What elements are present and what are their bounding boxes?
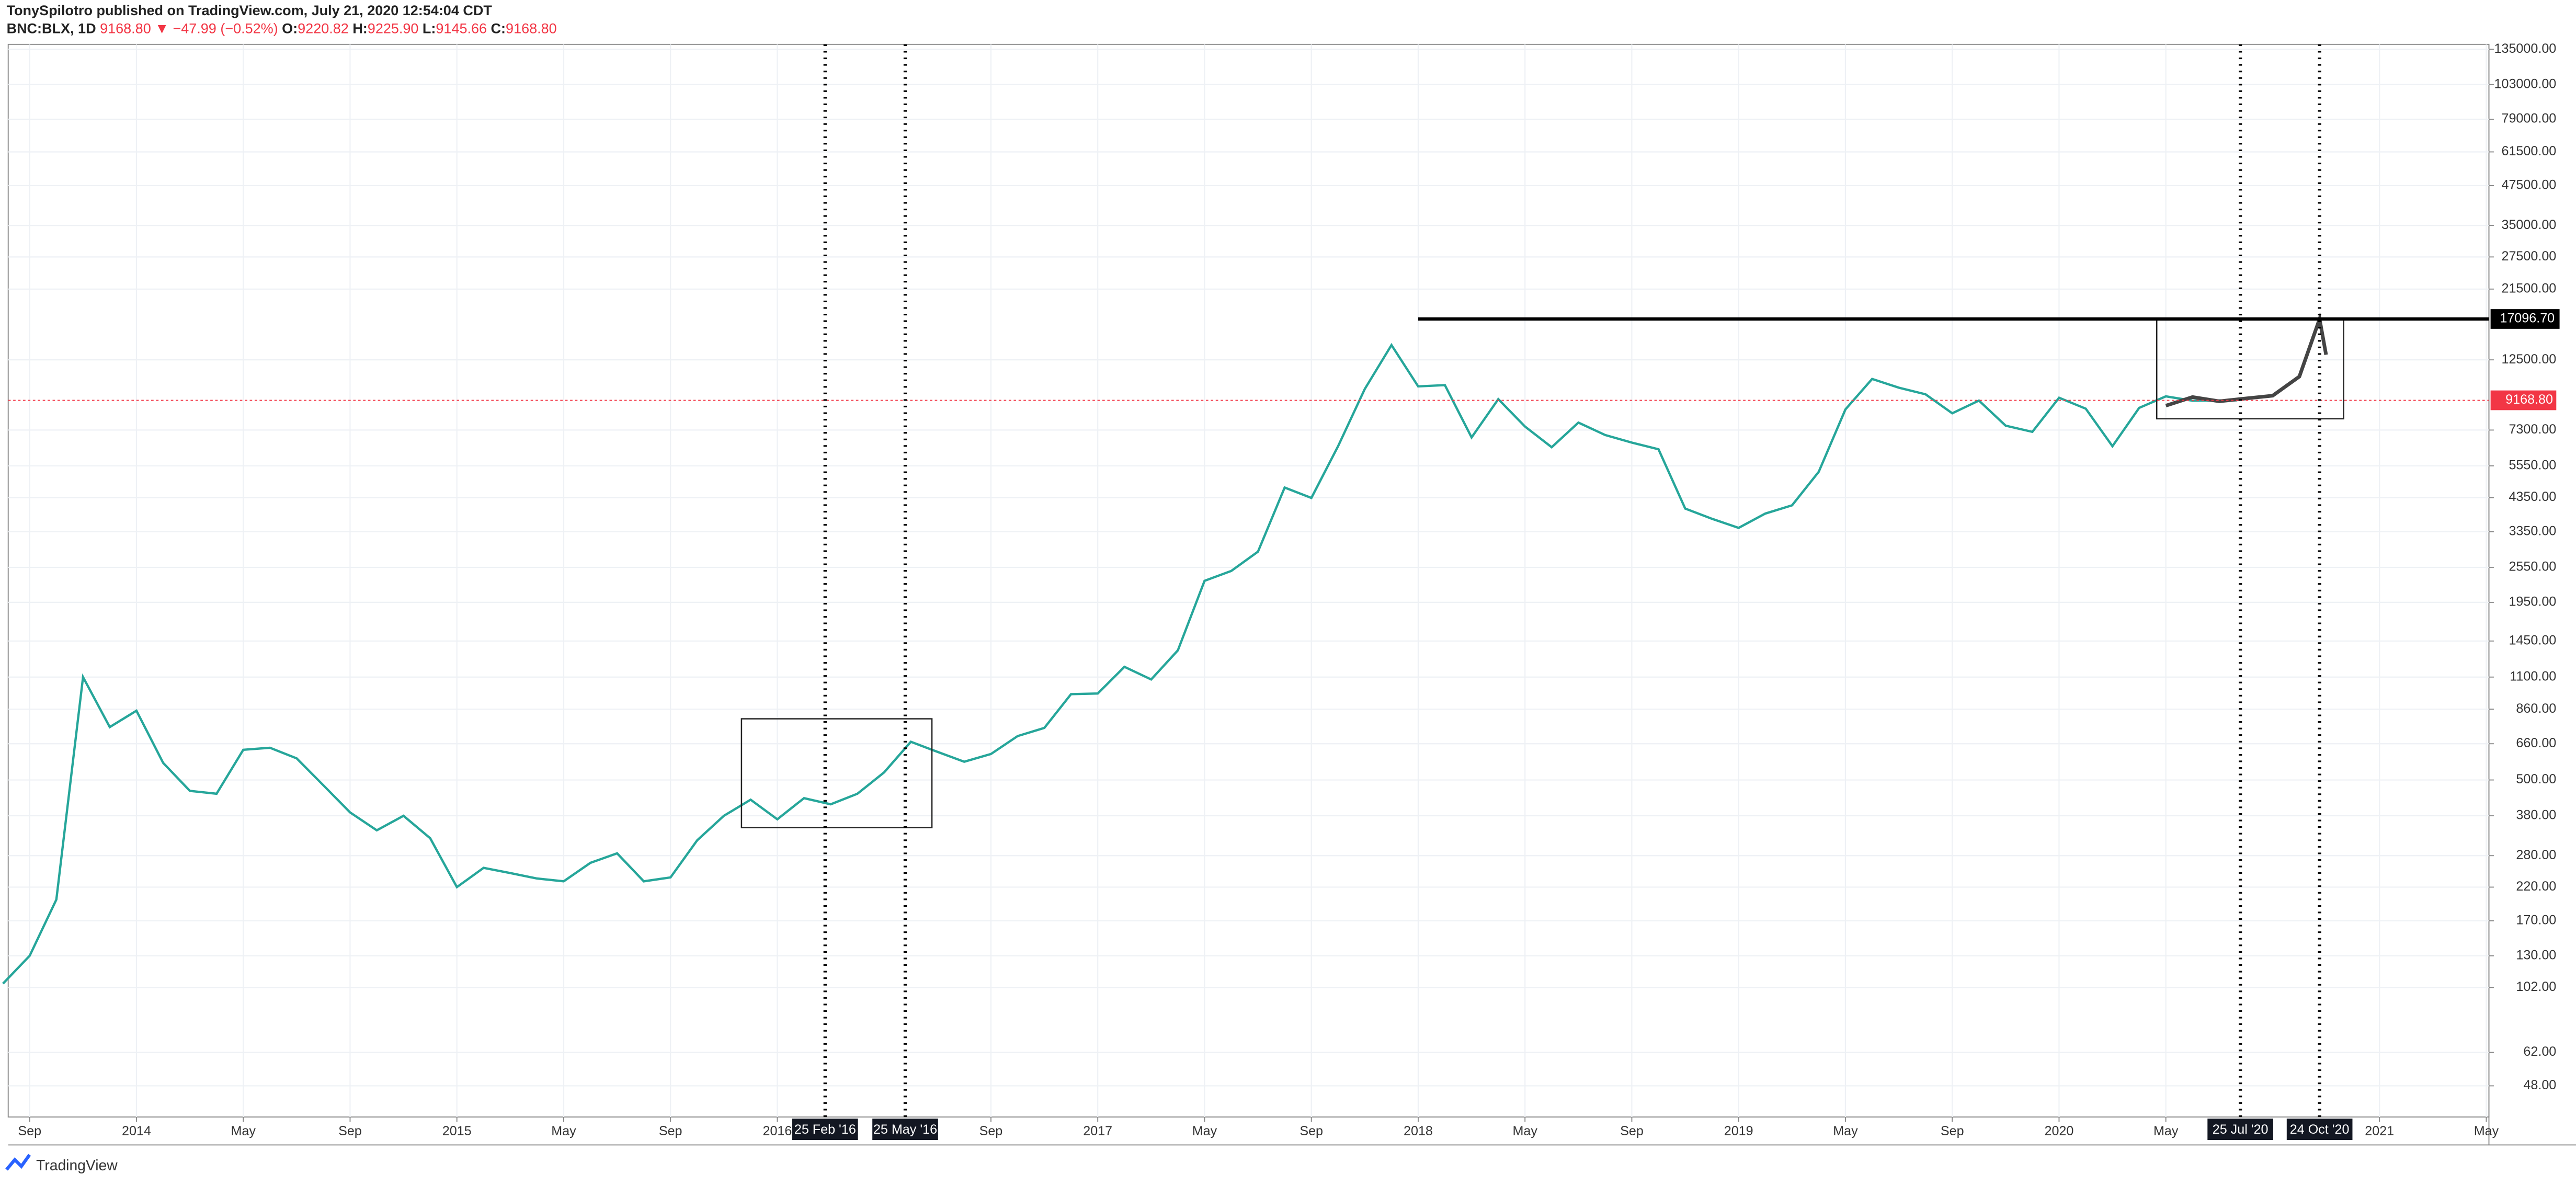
last-price-label: 9168.80 bbox=[2505, 392, 2553, 407]
x-tick-label: May bbox=[2153, 1124, 2179, 1138]
date-label: 24 Oct '20 bbox=[2290, 1122, 2350, 1137]
y-tick-label: 130.00 bbox=[2516, 948, 2556, 962]
last: 9168.80 bbox=[100, 21, 151, 37]
x-tick-label: 2019 bbox=[1724, 1124, 1753, 1138]
ohlc-label: L: bbox=[423, 21, 436, 37]
x-tick-label: 2021 bbox=[2365, 1124, 2394, 1138]
change: −47.99 (−0.52%) bbox=[173, 21, 278, 37]
ohlc-value: 9225.90 bbox=[368, 21, 419, 37]
y-tick-label: 1950.00 bbox=[2509, 595, 2556, 609]
y-tick-label: 280.00 bbox=[2516, 848, 2556, 862]
date-tag bbox=[872, 1119, 938, 1141]
x-tick-label: Sep bbox=[979, 1124, 1003, 1138]
ohlc-label: H: bbox=[352, 21, 368, 37]
x-tick-label: Sep bbox=[659, 1124, 682, 1138]
y-tick-label: 48.00 bbox=[2523, 1078, 2556, 1092]
y-tick-label: 62.00 bbox=[2523, 1044, 2556, 1059]
x-tick-label: 2017 bbox=[1083, 1124, 1112, 1138]
last-price-tag bbox=[2490, 390, 2557, 410]
annotations: 9168.80 17096.70 25 Feb '16 25 May '16 25 Ju… bbox=[8, 44, 2560, 1141]
x-tick-label: 2016 bbox=[762, 1124, 792, 1138]
y-tick-label: 860.00 bbox=[2516, 701, 2556, 716]
y-tick-label: 220.00 bbox=[2516, 879, 2556, 894]
x-tick-label: May bbox=[551, 1124, 576, 1138]
x-tick-label: 2018 bbox=[1404, 1124, 1433, 1138]
date-tag bbox=[792, 1119, 858, 1141]
x-tick-label: Sep bbox=[338, 1124, 362, 1138]
x-tick-label: May bbox=[2474, 1124, 2499, 1138]
x-tick-label: Sep bbox=[1941, 1124, 1964, 1138]
logo: TradingView bbox=[5, 1154, 118, 1173]
x-tick-label: Sep bbox=[1300, 1124, 1323, 1138]
y-tick-label: 2550.00 bbox=[2509, 560, 2556, 574]
range-box bbox=[740, 718, 933, 828]
x-tick-label: 2015 bbox=[442, 1124, 472, 1138]
y-tick-label: 21500.00 bbox=[2501, 281, 2556, 295]
x-tick-label: 2014 bbox=[122, 1124, 151, 1138]
x-tick-label: 2020 bbox=[2045, 1124, 2074, 1138]
y-tick-label: 3350.00 bbox=[2509, 523, 2556, 538]
y-tick-label: 35000.00 bbox=[2501, 218, 2556, 232]
date-label: 25 Jul '20 bbox=[2213, 1122, 2269, 1137]
y-tick-label: 5550.00 bbox=[2509, 458, 2556, 472]
y-tick-label: 102.00 bbox=[2516, 979, 2556, 994]
logo-icon bbox=[5, 1154, 31, 1171]
y-tick-label: 61500.00 bbox=[2501, 144, 2556, 158]
y-tick-label: 103000.00 bbox=[2494, 76, 2557, 91]
y-tick-label: 27500.00 bbox=[2501, 249, 2556, 264]
x-tick-label: May bbox=[1833, 1124, 1858, 1138]
y-tick-label: 1100.00 bbox=[2510, 669, 2556, 683]
date-label: 25 Feb '16 bbox=[794, 1122, 856, 1137]
y-tick-label: 47500.00 bbox=[2501, 178, 2556, 192]
grid: 135000.00 103000.00 79000.00 61500.00 47500.… bbox=[8, 41, 2557, 1138]
symbol-line: BNC:BLX, 1D 9168.80 ▼ −47.99 (−0.52%) O:… bbox=[7, 21, 557, 37]
x-tick-label: May bbox=[1192, 1124, 1217, 1138]
author-line: TonySpilotro published on TradingView.co… bbox=[7, 3, 493, 18]
ohlc-label: O: bbox=[282, 21, 298, 37]
x-tick-label: Sep bbox=[1620, 1124, 1644, 1138]
ohlc-value: 9168.80 bbox=[506, 21, 557, 37]
level-label: 17096.70 bbox=[2500, 311, 2555, 326]
y-tick-label: 135000.00 bbox=[2494, 41, 2557, 56]
ohlc-label: C: bbox=[491, 21, 506, 37]
date-tag bbox=[2207, 1119, 2273, 1141]
projection-line bbox=[2165, 312, 2328, 408]
x-tick-label: Sep bbox=[18, 1124, 41, 1138]
y-tick-label: 7300.00 bbox=[2509, 422, 2556, 437]
y-tick-label: 4350.00 bbox=[2509, 489, 2556, 504]
ohlc-value: 9220.82 bbox=[298, 21, 349, 37]
x-tick-label: May bbox=[1512, 1124, 1537, 1138]
y-tick-label: 660.00 bbox=[2516, 736, 2556, 750]
y-tick-label: 170.00 bbox=[2516, 913, 2556, 927]
y-tick-label: 380.00 bbox=[2516, 808, 2556, 823]
y-tick-label: 500.00 bbox=[2516, 772, 2556, 786]
y-tick-label: 79000.00 bbox=[2501, 111, 2556, 126]
date-tag bbox=[2286, 1119, 2353, 1141]
date-label: 25 May '16 bbox=[873, 1122, 937, 1137]
level-tag bbox=[2490, 309, 2560, 329]
y-tick-label: 12500.00 bbox=[2501, 352, 2556, 367]
brand: TradingView bbox=[36, 1157, 118, 1173]
x-tick-label: May bbox=[231, 1124, 256, 1138]
y-tick-label: 1450.00 bbox=[2509, 633, 2556, 647]
arrow: ▼ bbox=[155, 21, 169, 37]
symbol: BNC:BLX, 1D bbox=[7, 21, 96, 37]
data bbox=[2, 312, 2328, 985]
ohlc-value: 9145.66 bbox=[436, 21, 487, 37]
price-line bbox=[2, 343, 2237, 985]
